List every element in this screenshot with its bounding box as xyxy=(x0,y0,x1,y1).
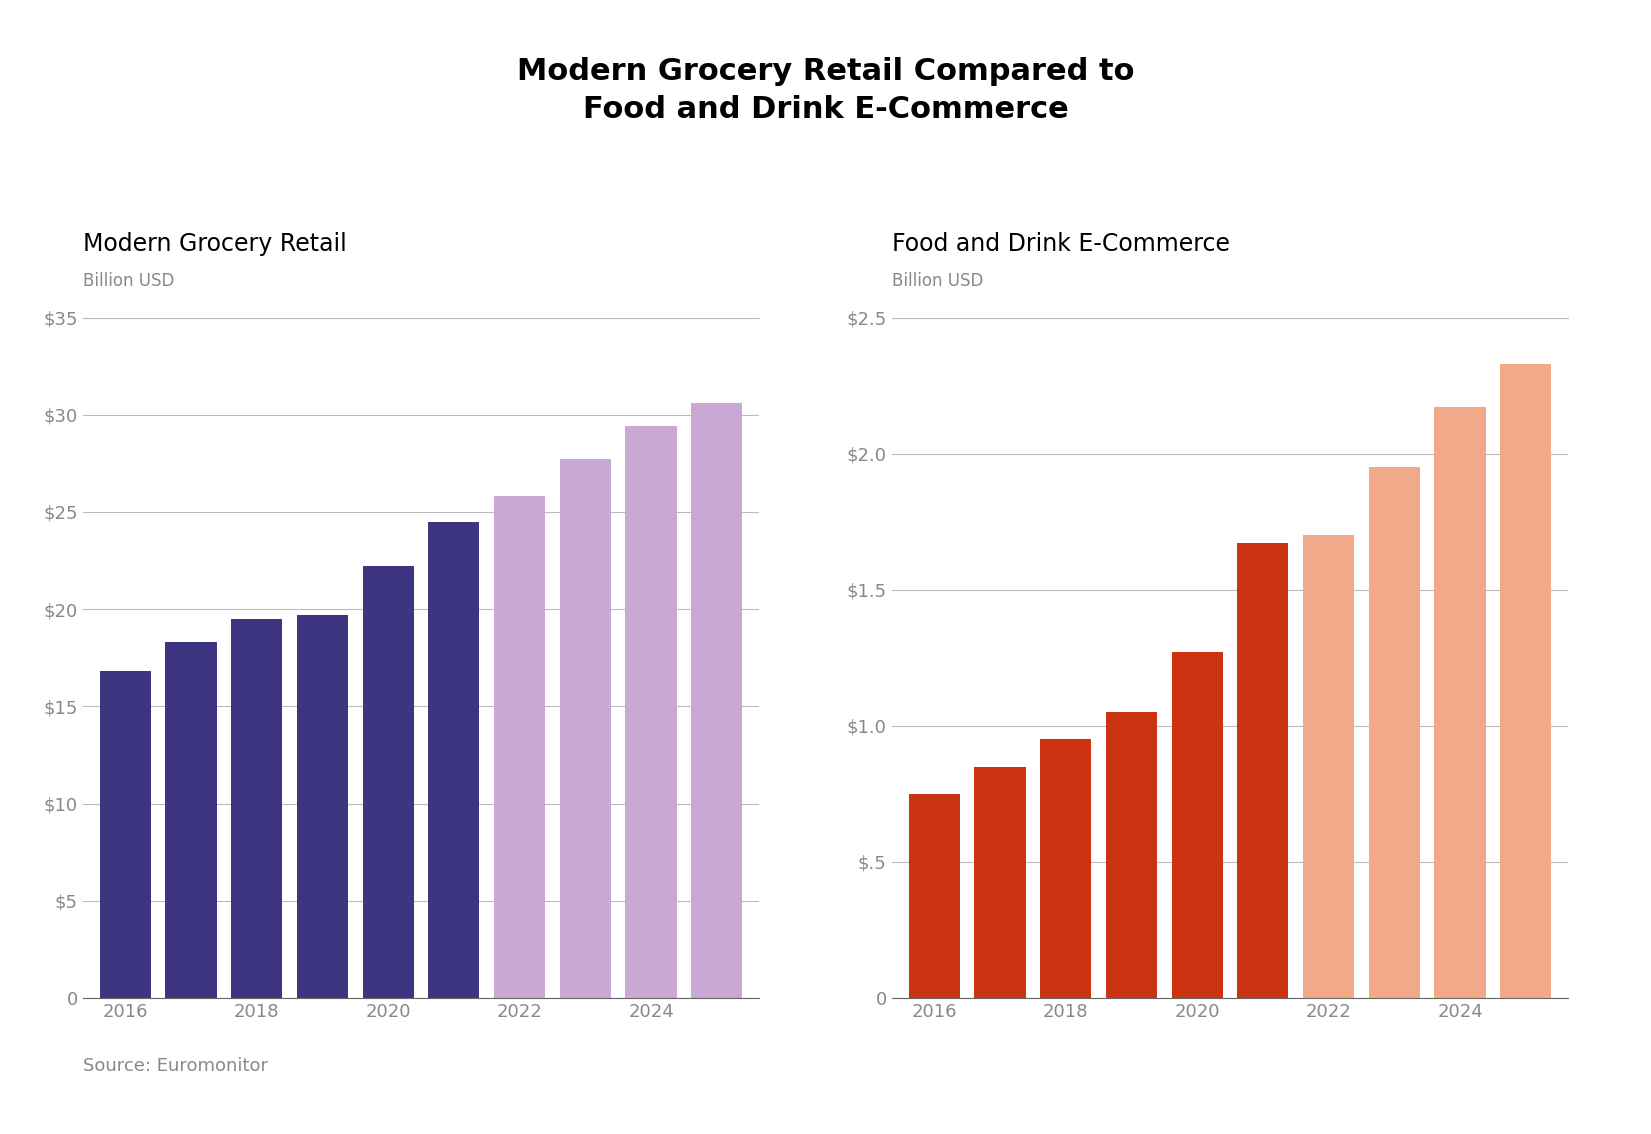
Text: Source: Euromonitor: Source: Euromonitor xyxy=(83,1057,267,1075)
Bar xyxy=(1172,652,1223,998)
Bar xyxy=(908,794,959,998)
Bar xyxy=(1303,535,1354,998)
Bar xyxy=(626,426,677,998)
Bar xyxy=(99,671,150,998)
Bar xyxy=(494,497,545,998)
Bar xyxy=(1106,712,1157,998)
Text: Modern Grocery Retail Compared to
Food and Drink E-Commerce: Modern Grocery Retail Compared to Food a… xyxy=(517,57,1134,124)
Bar xyxy=(165,642,216,998)
Bar xyxy=(1435,407,1486,998)
Text: Modern Grocery Retail: Modern Grocery Retail xyxy=(83,232,347,256)
Bar xyxy=(297,615,348,998)
Bar xyxy=(974,767,1025,998)
Bar xyxy=(1040,739,1091,998)
Text: Billion USD: Billion USD xyxy=(83,272,173,290)
Bar xyxy=(692,403,743,998)
Bar xyxy=(231,619,282,998)
Text: Billion USD: Billion USD xyxy=(892,272,982,290)
Bar xyxy=(560,459,611,998)
Bar xyxy=(363,566,414,998)
Text: Food and Drink E-Commerce: Food and Drink E-Commerce xyxy=(892,232,1230,256)
Bar xyxy=(1369,467,1420,998)
Bar xyxy=(1237,543,1288,998)
Bar xyxy=(1501,364,1552,998)
Bar xyxy=(428,522,479,998)
